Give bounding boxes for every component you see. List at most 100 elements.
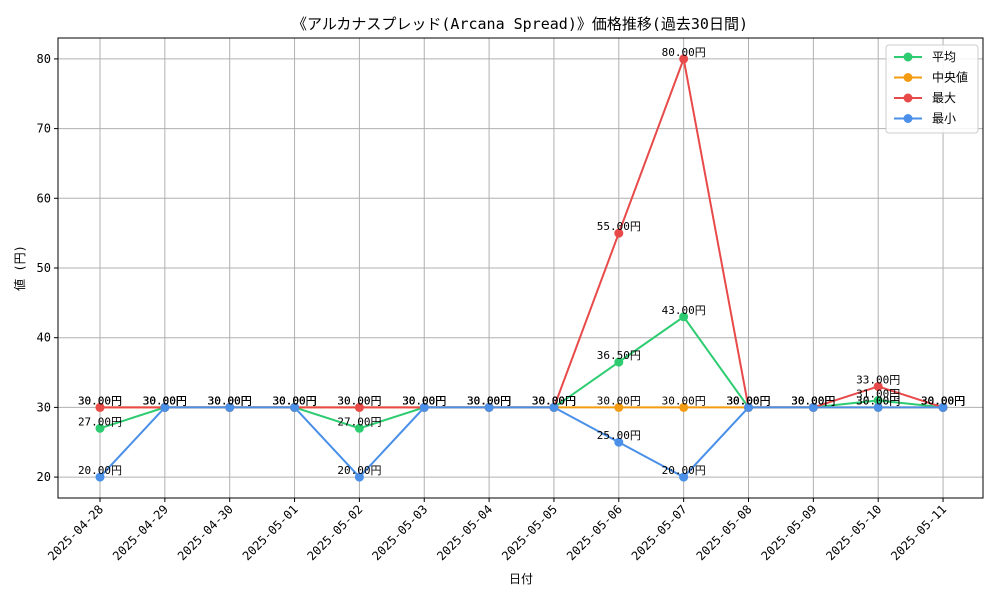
y-tick-label: 70 (37, 122, 51, 136)
series-point (679, 312, 689, 322)
series-point (614, 402, 624, 412)
x-tick-label: 2025-05-05 (499, 502, 560, 563)
legend-entry: 中央値 (932, 70, 968, 85)
data-label: 30.00円 (467, 394, 511, 407)
y-tick-label: 50 (37, 261, 51, 275)
legend-swatch-marker (903, 52, 913, 62)
data-label: 30.00円 (726, 394, 770, 407)
chart-title: 《アルカナスプレッド(Arcana Spread)》価格推移(過去30日間) (292, 15, 748, 33)
legend-swatch-marker (903, 114, 913, 123)
data-label: 30.00円 (337, 394, 381, 407)
x-tick-label: 2025-05-11 (888, 502, 949, 563)
series-line (100, 55, 944, 409)
data-label: 36.50円 (597, 349, 641, 362)
data-label: 43.00円 (662, 304, 706, 317)
x-axis-label: 日付 (509, 572, 533, 586)
data-label: 30.00円 (272, 394, 316, 407)
series-point (679, 472, 689, 482)
data-label: 30.00円 (208, 394, 252, 407)
data-label: 30.00円 (921, 394, 965, 407)
x-tick-label: 2025-04-29 (110, 502, 171, 563)
series-point (354, 472, 364, 482)
legend-swatch-marker (903, 93, 913, 103)
x-tick-label: 2025-05-03 (369, 502, 430, 563)
data-label: 30.00円 (726, 394, 770, 407)
series-point (95, 472, 105, 482)
x-tick-label: 2025-05-04 (434, 502, 495, 563)
data-label: 30.00円 (467, 394, 511, 407)
y-axis-label: 値 (円) (12, 245, 27, 291)
data-label: 30.00円 (78, 394, 122, 407)
data-label: 30.00円 (272, 394, 316, 407)
legend-entry: 平均 (932, 50, 956, 64)
data-label: 30.00円 (856, 394, 900, 407)
data-label: 30.00円 (467, 394, 511, 407)
series-point (808, 402, 818, 412)
series-point (873, 402, 883, 412)
data-label: 30.00円 (921, 394, 965, 407)
grid-lines (58, 38, 983, 498)
axes: 2025-04-28 2025-04-29 2025-04-30 2025-05-01… (37, 37, 984, 563)
data-label: 30.00円 (597, 394, 641, 407)
y-tick-label: 80 (37, 52, 51, 66)
data-label: 30.00円 (467, 394, 511, 407)
data-label: 30.00円 (532, 394, 576, 407)
series-point (679, 54, 689, 64)
data-label: 30.00円 (143, 394, 187, 407)
data-label: 30.00円 (791, 394, 835, 407)
series-point (744, 402, 753, 412)
x-tick-label: 2025-05-07 (629, 502, 690, 563)
legend-swatch-marker (903, 73, 913, 82)
data-label: 30.00円 (532, 394, 576, 407)
series-line (99, 406, 944, 479)
series-point (354, 423, 364, 433)
series-point (160, 402, 170, 412)
data-label: 27.00円 (337, 415, 381, 428)
x-tick-label: 2025-05-09 (758, 502, 819, 563)
data-label: 30.00円 (272, 394, 316, 407)
series-point (484, 402, 494, 412)
data-label: 55.00円 (597, 220, 641, 233)
data-label: 31.00円 (856, 387, 900, 400)
plot-frame (57, 37, 984, 499)
legend-box (885, 44, 979, 134)
series-line (99, 315, 944, 430)
data-label: 30.00円 (402, 394, 446, 407)
data-label: 30.00円 (78, 394, 122, 407)
data-label: 30.00円 (208, 394, 252, 407)
data-labels: 27.00円 30.00円 30.00円 30.00円 27.00円 30.00円 30.0… (78, 46, 965, 477)
series-point (614, 357, 624, 367)
y-tick-label: 60 (37, 191, 51, 205)
series-group (95, 54, 948, 482)
data-label: 30.00円 (402, 394, 446, 407)
y-tick-label: 30 (37, 400, 51, 414)
series-point (679, 402, 689, 412)
data-label: 30.00円 (402, 394, 446, 407)
y-tick-label: 20 (37, 470, 51, 484)
series-point (614, 228, 624, 238)
data-label: 30.00円 (532, 394, 576, 407)
y-tick-label: 40 (37, 331, 51, 345)
data-label: 30.00円 (402, 394, 446, 407)
series-point (95, 402, 105, 412)
data-label: 30.00円 (726, 394, 770, 407)
data-label: 30.00円 (143, 394, 187, 407)
data-label: 27.00円 (78, 415, 122, 428)
x-tick-label: 2025-04-30 (175, 502, 236, 563)
x-tick-label: 2025-05-06 (564, 502, 625, 563)
data-label: 80.00円 (662, 46, 706, 59)
data-label: 20.00円 (662, 464, 706, 477)
data-label: 30.00円 (791, 394, 835, 407)
series-point (873, 381, 883, 391)
data-label: 33.00円 (856, 373, 900, 386)
data-label: 30.00円 (143, 394, 187, 407)
data-label: 20.00円 (78, 464, 122, 477)
data-label: 30.00円 (272, 394, 316, 407)
data-label: 30.00円 (791, 394, 835, 407)
series-point (873, 395, 883, 405)
legend-entry: 最大 (932, 91, 956, 105)
data-label: 30.00円 (337, 394, 381, 407)
data-label: 30.00円 (208, 394, 252, 407)
data-label: 30.00円 (532, 394, 576, 407)
